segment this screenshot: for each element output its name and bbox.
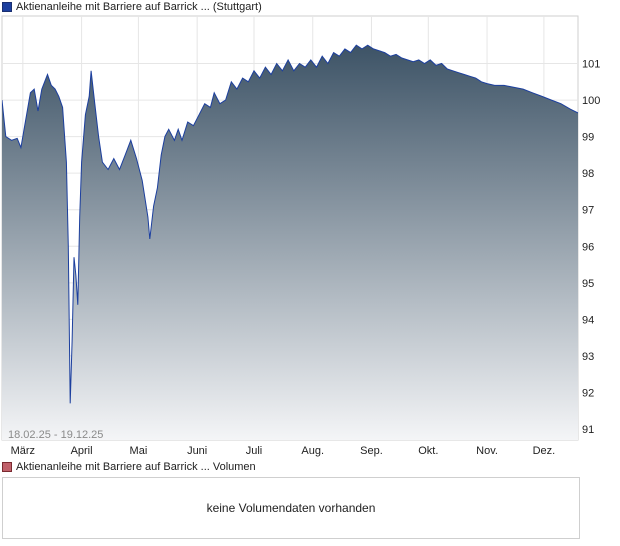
volume-panel: keine Volumendaten vorhanden	[2, 477, 580, 539]
x-tick-label: Juli	[246, 445, 263, 457]
x-tick-label: Mai	[130, 445, 148, 457]
x-axis-ticks: März April Mai Juni Juli Aug. Sep. Okt. Nov. Dez.	[11, 445, 556, 457]
volume-legend-swatch	[2, 462, 12, 472]
x-tick-label: Okt.	[418, 445, 438, 457]
x-tick-label: Aug.	[301, 445, 324, 457]
y-tick-label: 94	[582, 314, 594, 326]
volume-empty-message: keine Volumendaten vorhanden	[206, 501, 376, 515]
y-tick-label: 91	[582, 424, 594, 436]
y-tick-label: 99	[582, 132, 594, 144]
price-legend: Aktienanleihe mit Barriere auf Barrick .…	[2, 0, 262, 14]
volume-legend: Aktienanleihe mit Barriere auf Barrick .…	[2, 460, 256, 474]
x-tick-label: Nov.	[476, 445, 498, 457]
y-tick-label: 97	[582, 205, 594, 217]
price-legend-swatch	[2, 2, 12, 12]
date-range-label: 18.02.25 - 19.12.25	[8, 429, 103, 441]
x-tick-label: Juni	[187, 445, 207, 457]
y-tick-label: 96	[582, 241, 594, 253]
price-chart: 18.02.25 - 19.12.25 91 92 93 94 95 96 97 98 99 10…	[1, 15, 600, 457]
volume-legend-label: Aktienanleihe mit Barriere auf Barrick .…	[16, 461, 256, 473]
y-tick-label: 93	[582, 351, 594, 363]
y-tick-label: 100	[582, 95, 600, 107]
y-axis-ticks: 91 92 93 94 95 96 97 98 99 100 101	[582, 59, 600, 437]
x-tick-label: Sep.	[360, 445, 383, 457]
y-tick-label: 101	[582, 59, 600, 71]
price-legend-label: Aktienanleihe mit Barriere auf Barrick .…	[16, 1, 262, 13]
x-tick-label: Dez.	[533, 445, 556, 457]
x-tick-label: April	[71, 445, 93, 457]
x-tick-label: März	[11, 445, 35, 457]
y-tick-label: 98	[582, 168, 594, 180]
price-area	[2, 45, 578, 440]
y-tick-label: 95	[582, 278, 594, 290]
y-tick-label: 92	[582, 387, 594, 399]
price-line	[2, 44, 578, 404]
